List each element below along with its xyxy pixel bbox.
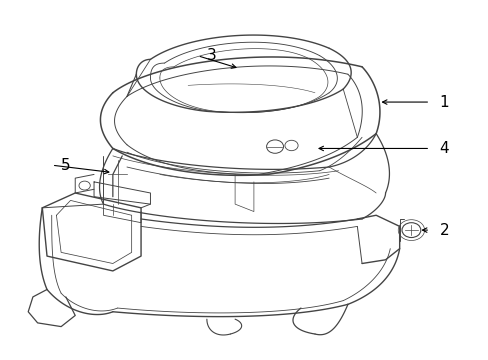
Text: 4: 4 <box>439 141 448 156</box>
Text: 2: 2 <box>439 222 448 238</box>
Text: 1: 1 <box>439 95 448 109</box>
Text: 5: 5 <box>61 158 70 173</box>
Text: 3: 3 <box>206 48 216 63</box>
